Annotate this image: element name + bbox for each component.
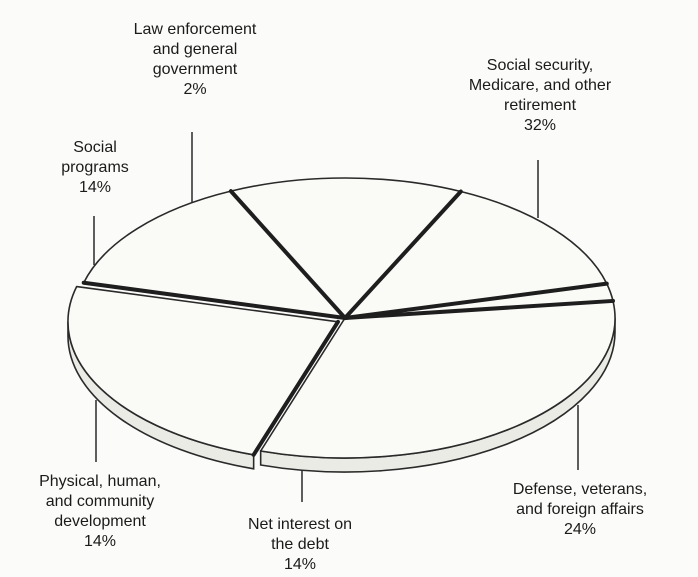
label-physical-human-line-3: development [54,513,146,530]
label-physical-human: Physical, human, and community developme… [5,472,195,552]
label-net-interest-line-1: Net interest on [247,516,353,533]
pie-divider-law-enforcement [343,281,609,320]
pie-divider-net-interest [81,280,347,320]
label-defense-line-2: and foreign affairs [516,501,644,518]
label-social-security-line-2: Medicare, and other [468,77,612,94]
label-defense-line-1: Defense, veterans, [512,481,648,498]
pie-slice-physical-human [230,177,462,319]
pie-divider-social-programs [343,189,463,320]
label-physical-human-line-1: Physical, human, [39,473,161,490]
label-social-programs: Social programs 14% [40,138,150,198]
label-social-security-line-1: Social security, [486,57,594,74]
label-law-enforcement-value: 2% [183,81,207,98]
label-defense: Defense, veterans, and foreign affairs 2… [470,480,690,540]
pie-divider-physical-human [228,189,347,320]
pie-slice-social-programs [344,190,608,319]
pie-slice-net-interest [82,190,346,319]
label-physical-human-line-2: and community [45,493,155,510]
label-social-programs-value: 14% [78,179,112,196]
label-social-security-value: 32% [523,117,557,134]
pie-slice-social-security [259,300,616,459]
label-physical-human-value: 14% [83,533,117,550]
pie-slice-defense [67,285,339,456]
label-social-security-line-3: retirement [503,97,577,114]
pie-divider-social-security [343,298,615,320]
label-social-programs-line-2: programs [61,159,129,176]
label-law-enforcement-line-1: Law enforcement [133,21,257,38]
label-social-security: Social security, Medicare, and other ret… [415,56,665,136]
label-law-enforcement-line-2: and general [152,41,238,58]
label-social-programs-line-1: Social [73,139,117,156]
label-law-enforcement: Law enforcement and general government 2… [95,20,295,100]
label-net-interest-line-2: the debt [271,536,329,553]
label-defense-value: 24% [563,521,597,538]
pie-divider-defense [251,319,340,457]
label-net-interest-value: 14% [283,556,317,573]
label-law-enforcement-line-3: government [152,61,238,78]
label-net-interest: Net interest on the debt 14% [210,515,390,575]
